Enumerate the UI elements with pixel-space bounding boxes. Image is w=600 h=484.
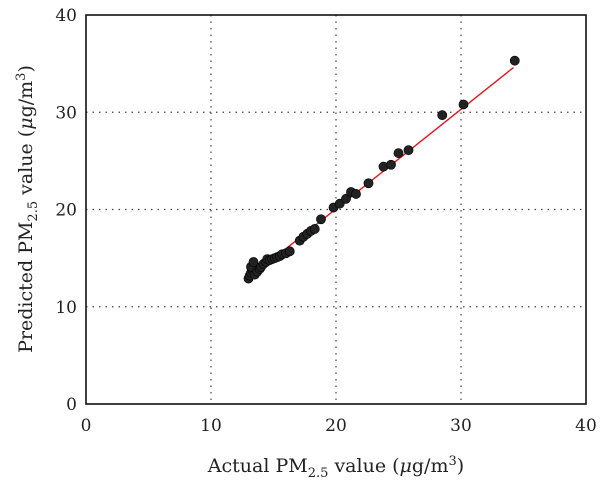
- x-tick-label: 20: [325, 416, 347, 436]
- data-point: [363, 178, 374, 189]
- data-point: [316, 214, 326, 225]
- tick-labels: 0 10 20 30 40 0 10 20 30 40: [55, 6, 596, 436]
- fit-line-layer: [248, 66, 514, 280]
- data-point: [248, 257, 259, 267]
- data-point: [386, 159, 396, 170]
- fit-line: [248, 66, 514, 280]
- y-axis-label: Predicted PM2.5 value (μg/m3): [14, 65, 41, 353]
- data-point: [351, 189, 361, 199]
- x-tick-label: 0: [81, 416, 92, 436]
- data-points: [243, 55, 520, 284]
- x-tick-label: 30: [450, 416, 472, 436]
- x-tick-label: 10: [200, 416, 222, 436]
- plot-frame: [85, 14, 587, 405]
- y-tick-label: 30: [55, 103, 77, 123]
- data-point: [458, 99, 469, 110]
- data-point: [309, 224, 320, 234]
- y-tick-label: 10: [55, 298, 77, 318]
- x-axis-label: Actual PM2.5 value (μg/m3): [207, 454, 464, 481]
- data-point: [284, 246, 295, 257]
- y-tick-label: 20: [55, 201, 77, 221]
- y-tick-label: 0: [66, 395, 77, 415]
- x-tick-label: 40: [575, 416, 597, 436]
- data-point: [341, 193, 351, 204]
- data-point: [403, 145, 414, 156]
- y-tick-label: 40: [55, 6, 77, 26]
- data-point: [393, 148, 404, 158]
- grid-lines: [86, 15, 586, 404]
- data-point: [509, 55, 520, 66]
- data-point: [437, 110, 448, 121]
